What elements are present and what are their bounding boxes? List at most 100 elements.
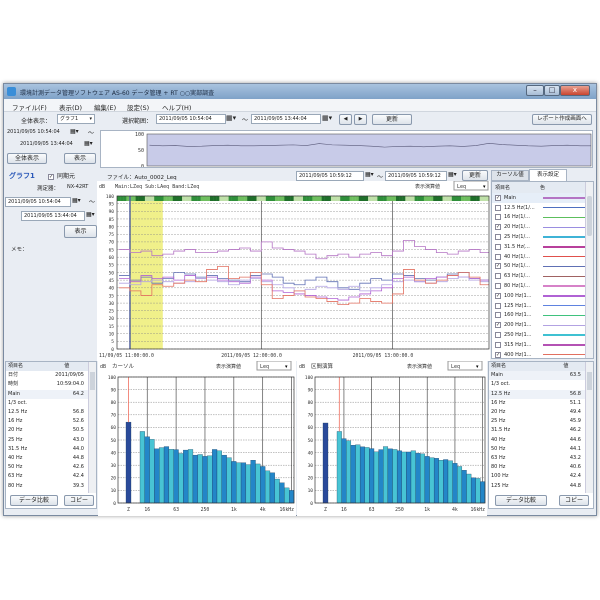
table-row[interactable]: 63 Hz 42.4 — [6, 472, 96, 481]
tab-display-settings[interactable]: 表示設定 — [529, 169, 567, 181]
table-row[interactable]: 12.5 Hz 56.8 — [489, 389, 593, 399]
scrollbar-thumb[interactable] — [587, 196, 592, 236]
color-swatch[interactable] — [543, 334, 585, 336]
table-row[interactable]: 20 Hz 50.5 — [6, 426, 96, 435]
list-item[interactable]: 31.5 Hz(... — [492, 242, 593, 252]
list-item[interactable]: ✓ Main — [492, 193, 593, 203]
color-swatch[interactable] — [543, 216, 585, 219]
next-button[interactable]: ▶ — [354, 114, 367, 125]
cursor-update-button[interactable]: 更新 — [462, 170, 488, 181]
color-swatch[interactable] — [543, 295, 585, 297]
calendar-dropdown-icon[interactable]: ▦▾ — [72, 197, 81, 204]
table-row[interactable]: 100 Hz 42.4 — [489, 472, 593, 481]
checkbox-icon[interactable] — [495, 312, 501, 319]
list-item[interactable]: ✓ 50 Hz(1/... — [492, 262, 593, 272]
report-button[interactable]: レポート作成画面へ — [532, 114, 592, 125]
list-item[interactable]: 40 Hz(1/... — [492, 252, 593, 262]
table-row[interactable]: 125 Hz 44.8 — [489, 481, 593, 490]
table-row[interactable]: 31.5 Hz 46.2 — [489, 426, 593, 435]
checkbox-icon[interactable] — [495, 214, 501, 221]
table-row[interactable]: 31.5 Hz 44.0 — [6, 445, 96, 454]
menu-view[interactable]: 表示(D) — [59, 104, 83, 112]
list-item[interactable]: 25 Hz(1/... — [492, 232, 593, 242]
color-swatch[interactable] — [543, 197, 585, 199]
table-row[interactable]: 1/3 oct. — [489, 380, 593, 389]
calendar-dropdown-icon[interactable]: ▦▾ — [70, 128, 79, 135]
overview-end-input[interactable]: 2011/09/05 13:44:04 — [20, 141, 73, 147]
checkbox-icon[interactable] — [495, 253, 501, 260]
table-row[interactable]: 16 Hz 51.1 — [489, 399, 593, 408]
list-item[interactable]: 160 Hz(1... — [492, 311, 593, 321]
color-swatch[interactable] — [543, 255, 585, 258]
close-button[interactable]: x — [560, 85, 590, 96]
list-item[interactable]: 250 Hz(1... — [492, 330, 593, 340]
table-row[interactable]: 1/3 oct. — [6, 399, 96, 408]
graph-start-input[interactable]: 2011/09/05 10:54:04 — [5, 197, 71, 207]
calendar-dropdown-icon[interactable]: ▦▾ — [86, 211, 95, 218]
list-item[interactable]: 63 Hz(1/... — [492, 271, 593, 281]
overview-start-input[interactable]: 2011/09/05 10:54:04 — [7, 129, 60, 135]
table-row[interactable]: 50 Hz 44.1 — [489, 445, 593, 454]
list-item[interactable]: 315 Hz(1... — [492, 340, 593, 350]
checkbox-icon[interactable] — [495, 341, 501, 348]
color-swatch[interactable] — [543, 285, 585, 287]
maximize-button[interactable]: □ — [544, 85, 560, 96]
color-swatch[interactable] — [543, 324, 585, 326]
checkbox-checked-icon[interactable]: ✓ — [495, 322, 501, 329]
table-row[interactable]: 50 Hz 42.6 — [6, 463, 96, 472]
table-row[interactable]: 63 Hz 43.2 — [489, 454, 593, 463]
list-item[interactable]: ✓ 200 Hz(1... — [492, 320, 593, 330]
overview-chart[interactable]: 100 50 0 — [100, 130, 593, 168]
menu-file[interactable]: ファイル(F) — [12, 104, 47, 112]
checkbox-checked-icon[interactable]: ✓ — [495, 263, 501, 270]
table-row[interactable]: 16 Hz 52.6 — [6, 417, 96, 426]
copy-button[interactable]: コピー — [64, 495, 94, 506]
show-all-button[interactable]: 全体表示 — [7, 153, 47, 164]
table-row[interactable]: 25 Hz 45.9 — [489, 417, 593, 426]
scrollbar-thumb[interactable] — [90, 372, 95, 390]
cursor-end-input[interactable]: 2011/09/05 10:59:12 — [385, 171, 447, 181]
calendar-dropdown-icon[interactable]: ▦▾ — [84, 140, 93, 147]
menu-edit[interactable]: 編集(E) — [94, 104, 117, 112]
table-row[interactable]: Main 64.2 — [6, 389, 96, 399]
prev-button[interactable]: ◀ — [339, 114, 352, 125]
checkbox-icon[interactable] — [495, 283, 501, 290]
scrollbar[interactable] — [585, 182, 593, 358]
checkbox-checked-icon[interactable]: ✓ — [495, 224, 501, 231]
graph-show-button[interactable]: 表示 — [64, 225, 97, 238]
calendar-dropdown-icon[interactable]: ▦▾ — [226, 114, 237, 122]
calc-select[interactable]: Leq ▾ — [256, 361, 292, 371]
list-item[interactable]: 16 Hz(1/... — [492, 213, 593, 223]
table-row[interactable]: 20 Hz 49.4 — [489, 408, 593, 417]
checkbox-icon[interactable] — [495, 302, 501, 309]
checkbox-icon[interactable] — [495, 273, 501, 280]
table-row[interactable]: 40 Hz 44.8 — [6, 454, 96, 463]
list-item[interactable]: 125 Hz(1... — [492, 301, 593, 311]
checkbox-checked-icon[interactable]: ✓ — [495, 194, 501, 201]
checkbox-icon[interactable] — [495, 332, 501, 339]
color-swatch[interactable] — [543, 226, 585, 229]
color-swatch[interactable] — [543, 314, 585, 317]
checkbox-icon[interactable] — [495, 234, 501, 241]
list-item[interactable]: ✓ 100 Hz(1... — [492, 291, 593, 301]
table-row[interactable]: 40 Hz 44.6 — [489, 436, 593, 445]
data-compare-button[interactable]: データ比較 — [495, 495, 547, 506]
color-swatch[interactable] — [543, 236, 585, 238]
color-swatch[interactable] — [543, 304, 585, 307]
copy-button[interactable]: コピー — [559, 495, 589, 506]
table-row[interactable]: 日付 2011/09/05 — [6, 371, 96, 380]
color-swatch[interactable] — [543, 353, 585, 356]
menu-help[interactable]: ヘルプ(H) — [162, 104, 192, 112]
list-item[interactable]: ✓ 400 Hz(1... — [492, 350, 593, 358]
time-series-chart[interactable]: dB Main:LZeq Sub:LAeq Band:LZeq 表示演算値 Leq ▾ 1… — [97, 181, 490, 361]
color-swatch[interactable] — [543, 275, 585, 278]
color-swatch[interactable] — [543, 206, 585, 209]
color-swatch[interactable] — [543, 265, 585, 268]
scrollbar[interactable] — [88, 362, 96, 493]
table-row[interactable]: 25 Hz 43.0 — [6, 436, 96, 445]
calendar-dropdown-icon[interactable]: ▦▾ — [322, 114, 333, 122]
calendar-dropdown-icon[interactable]: ▦▾ — [448, 171, 457, 178]
tab-cursor-value[interactable]: カーソル値 — [491, 170, 529, 181]
checkbox-icon[interactable] — [495, 204, 501, 211]
